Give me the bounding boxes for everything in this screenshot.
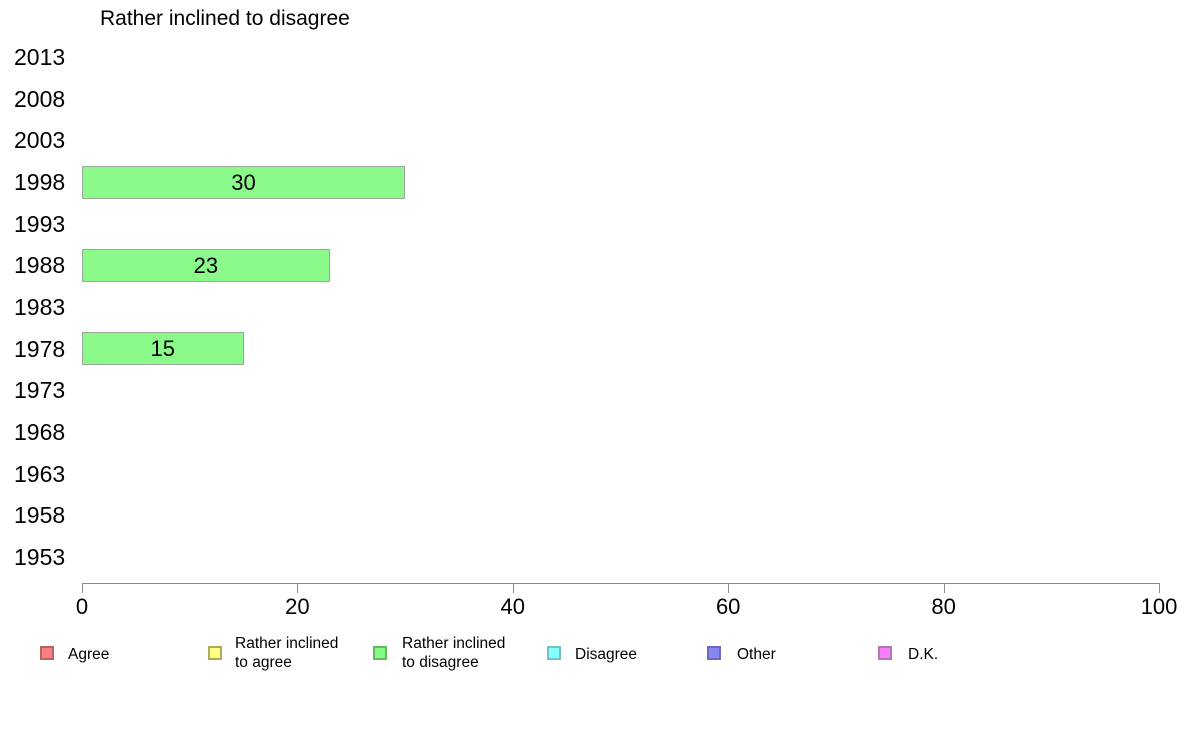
axis-tick-label-100: 100 <box>1140 594 1178 619</box>
axis-tick-60 <box>728 583 730 593</box>
category-label-1978: 1978 <box>14 335 66 362</box>
legend-label-agree[interactable]: Agree <box>68 646 110 663</box>
legend-swatch-rather-inclined-to-agree[interactable] <box>208 646 222 660</box>
axis-tick-label-60: 60 <box>715 594 741 619</box>
legend-label-rather-inclined-to-agree[interactable]: Rather inclined to agree <box>235 635 339 671</box>
bar-1988[interactable] <box>82 248 330 282</box>
category-label-2013: 2013 <box>14 44 66 70</box>
legend-label-rather-inclined-to-disagree[interactable]: Rather inclined to disagree <box>402 635 506 671</box>
legend-label-disagree[interactable]: Disagree <box>575 646 638 663</box>
category-label-1988: 1988 <box>14 252 66 279</box>
legend-label-other[interactable]: Other <box>737 646 776 663</box>
axis-tick-40 <box>512 583 514 593</box>
category-label-1993: 1993 <box>14 210 66 237</box>
chart-title: Rather inclined to disagree <box>100 7 350 30</box>
bar-1978[interactable] <box>82 332 244 366</box>
axis-tick-label-80: 80 <box>931 594 956 619</box>
category-label-1968: 1968 <box>14 419 66 445</box>
axis-tick-label-20: 20 <box>285 594 310 619</box>
x-axis-line <box>82 583 1159 584</box>
category-label-1963: 1963 <box>14 460 66 487</box>
category-label-2008: 2008 <box>14 85 66 112</box>
legend-swatch-other[interactable] <box>707 646 721 660</box>
legend-swatch-disagree[interactable] <box>547 646 561 660</box>
axis-tick-100 <box>1159 583 1160 593</box>
bar-1998[interactable] <box>82 165 406 199</box>
category-label-1998: 1998 <box>14 169 66 195</box>
category-label-1958: 1958 <box>14 502 66 529</box>
axis-tick-80 <box>943 583 945 593</box>
category-label-1953: 1953 <box>14 544 66 570</box>
legend-swatch-rather-inclined-to-disagree[interactable] <box>373 646 387 660</box>
legend-swatch-agree[interactable] <box>40 646 54 660</box>
category-label-1973: 1973 <box>14 377 66 404</box>
axis-tick-20 <box>297 583 299 593</box>
category-label-1983: 1983 <box>14 294 66 320</box>
legend-swatch-dk[interactable] <box>878 646 892 660</box>
legend-label-dk[interactable]: D.K. <box>908 646 939 663</box>
axis-tick-0 <box>82 583 83 593</box>
axis-tick-label-0: 0 <box>75 594 89 619</box>
category-label-2003: 2003 <box>14 127 66 154</box>
axis-tick-label-40: 40 <box>500 594 526 619</box>
